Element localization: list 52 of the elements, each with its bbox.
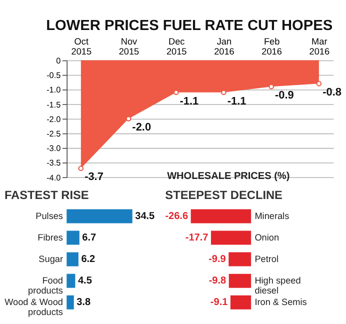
y-tick-label: Iron & Semis bbox=[254, 297, 308, 308]
data-label: -0.8 bbox=[322, 86, 342, 99]
data-label: -17.7 bbox=[185, 232, 209, 244]
y-tick-label: -4.0 bbox=[46, 173, 62, 182]
y-tick-label: -1.5 bbox=[46, 100, 62, 110]
data-label: -3.7 bbox=[84, 171, 104, 184]
data-label: -9.9 bbox=[208, 254, 226, 266]
bar bbox=[66, 209, 132, 224]
y-tick-label: -1.0 bbox=[46, 86, 62, 95]
data-label: -9.1 bbox=[210, 297, 228, 308]
y-tick-label: High speed diesel bbox=[254, 276, 301, 296]
y-tick-label: Wood & Wood products bbox=[4, 297, 64, 318]
data-label: -26.6 bbox=[165, 210, 188, 222]
point bbox=[78, 166, 84, 172]
data-label: 3.8 bbox=[76, 297, 91, 308]
chart-title: LOWER PRICES FUEL RATE CUT HOPES bbox=[46, 18, 333, 34]
chart-title: FASTEST RISE bbox=[4, 188, 89, 202]
y-tick-label: 0 bbox=[56, 56, 62, 66]
x-tick-label: Feb 2016 bbox=[262, 36, 282, 56]
x-tick-label: Nov 2015 bbox=[118, 36, 140, 56]
point bbox=[316, 80, 322, 86]
y-tick-label: Sugar bbox=[38, 254, 63, 264]
data-label: -1.1 bbox=[180, 95, 199, 108]
data-label: -9.8 bbox=[208, 276, 227, 287]
data-label: 34.5 bbox=[135, 210, 156, 222]
y-tick-label: Minerals bbox=[254, 210, 290, 221]
y-tick-label: -2.0 bbox=[46, 114, 62, 124]
data-label: -0.9 bbox=[274, 89, 294, 102]
x-tick-label: Oct 2015 bbox=[71, 36, 92, 56]
bar bbox=[66, 252, 78, 266]
x-tick-label: Dec 2015 bbox=[166, 36, 187, 56]
y-tick-label: Fibres bbox=[38, 232, 64, 242]
chart-title: STEEPEST DECLINE bbox=[165, 188, 283, 202]
bar bbox=[66, 230, 80, 245]
y-tick-label: Onion bbox=[254, 232, 280, 242]
y-tick-label: -3.0 bbox=[46, 144, 62, 154]
bar bbox=[66, 295, 74, 310]
x-tick-label: Jan 2016 bbox=[214, 36, 234, 56]
data-label: -2.0 bbox=[132, 122, 152, 134]
y-tick-label: -0.5 bbox=[46, 71, 62, 80]
y-tick-label: -3.5 bbox=[46, 158, 62, 168]
bar bbox=[66, 274, 76, 288]
data-label: -1.1 bbox=[227, 95, 246, 108]
x-tick-label: Mar 2016 bbox=[309, 36, 330, 56]
y-tick-label: -2.5 bbox=[46, 130, 62, 139]
data-label: 6.7 bbox=[82, 232, 97, 244]
data-label: 4.5 bbox=[78, 276, 92, 287]
y-tick-label: Pulses bbox=[36, 210, 64, 221]
y-tick-label: Petrol bbox=[254, 254, 279, 264]
data-label: 6.2 bbox=[81, 254, 96, 266]
y-tick-label: Food products bbox=[28, 276, 64, 296]
annotation: WHOLESALE PRICES (%) bbox=[167, 170, 290, 182]
